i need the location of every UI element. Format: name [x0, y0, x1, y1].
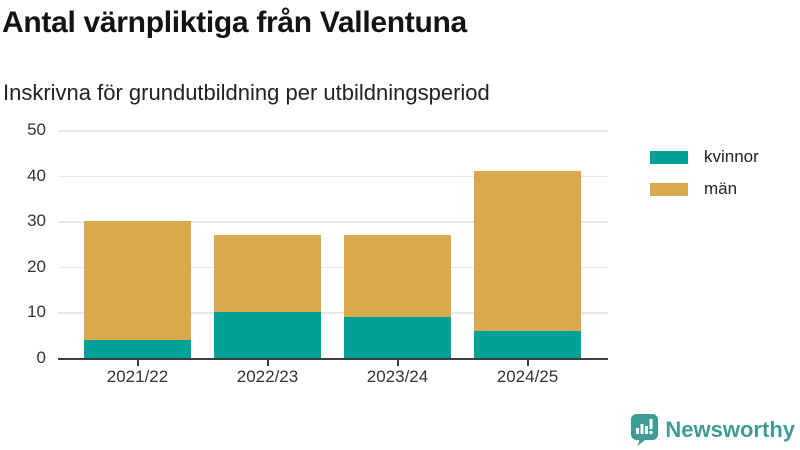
- y-axis-tick-label: 10: [27, 302, 46, 322]
- bar-2021-22-kvinnor: [84, 339, 191, 358]
- bar-2024-25-män: [474, 171, 581, 331]
- logo-text: Newsworthy: [665, 417, 795, 442]
- x-axis-tick-label: 2022/23: [236, 367, 299, 386]
- gridline-y40: [58, 175, 608, 178]
- legend-label-kvinnor: kvinnor: [704, 147, 759, 166]
- legend-item-män: män: [650, 179, 759, 199]
- plot-area: [58, 130, 608, 360]
- gridline-y20: [58, 266, 608, 269]
- x-axis-tick-label: 2023/24: [366, 367, 429, 386]
- x-axis-tick-label: 2024/25: [496, 367, 559, 386]
- chart-subtitle: Inskrivna för grundutbildning per utbild…: [3, 80, 490, 105]
- gridline-y30: [58, 221, 608, 223]
- bar-2023-24-män: [344, 234, 451, 317]
- legend: kvinnor män: [650, 147, 759, 211]
- bar-2024-25-kvinnor: [474, 330, 581, 358]
- x-axis-tick-label: 2021/22: [106, 367, 169, 386]
- x-axis-tick: [396, 360, 399, 366]
- chart-title: Antal värnpliktiga från Vallentuna: [2, 6, 467, 39]
- y-axis-tick-label: 50: [27, 120, 46, 139]
- y-axis-tick-label: 20: [27, 256, 46, 276]
- gridline-y50: [58, 130, 608, 132]
- y-axis-tick-label: 0: [36, 348, 46, 367]
- bar-chart-speech-bubble-icon: [631, 414, 659, 446]
- newsworthy-logo[interactable]: Newsworthy: [631, 414, 795, 446]
- bar-2022-23-män: [214, 234, 321, 313]
- legend-item-kvinnor: kvinnor: [650, 147, 759, 167]
- legend-swatch-kvinnor: [650, 150, 688, 164]
- bar-2023-24-kvinnor: [344, 316, 451, 358]
- bar-2022-23-kvinnor: [214, 312, 321, 358]
- legend-label-män: män: [704, 179, 738, 198]
- y-axis-tick-label: 40: [27, 165, 46, 185]
- legend-swatch-män: [650, 182, 688, 196]
- gridline-y10: [58, 312, 608, 314]
- y-axis-tick-label: 30: [27, 211, 46, 231]
- x-axis-tick: [266, 360, 269, 366]
- bar-2021-22-män: [84, 221, 191, 340]
- x-axis-tick: [136, 360, 139, 366]
- x-axis-tick: [526, 360, 529, 366]
